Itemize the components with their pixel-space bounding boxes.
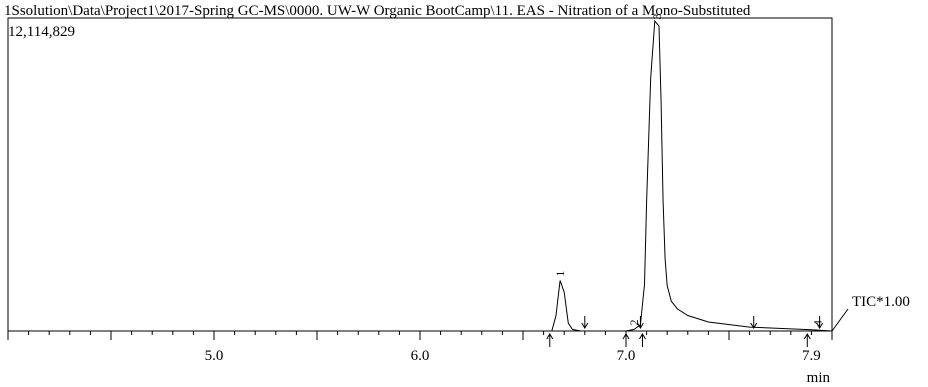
plot-frame xyxy=(7,17,833,332)
trace-label-leader xyxy=(831,308,849,332)
x-axis-unit-label: min xyxy=(807,370,831,386)
y-max-label: 12,114,829 xyxy=(8,24,75,40)
x-tick-label: 7.9 xyxy=(802,348,821,364)
integration-marker xyxy=(546,333,554,347)
peak-labels: 1 2 3 4 xyxy=(553,14,825,327)
peak-label: 1 xyxy=(553,271,567,277)
integration-marker xyxy=(581,316,589,329)
peak-label: 2 xyxy=(627,319,641,325)
file-path-title: 1Ssolution\Data\Project1\2017-Spring GC-… xyxy=(4,3,751,19)
integration-marker xyxy=(636,316,644,329)
integration-marker xyxy=(816,316,824,329)
integration-marker xyxy=(639,333,646,347)
x-tick-label: 5.0 xyxy=(205,348,224,364)
trace-label: TIC*1.00 xyxy=(852,294,910,310)
integration-markers xyxy=(546,316,824,347)
peak-label: 4 xyxy=(811,320,825,326)
x-tick-label: 7.0 xyxy=(617,348,636,364)
x-tick-label: 6.0 xyxy=(411,348,430,364)
peak-label: 3 xyxy=(650,14,664,20)
integration-marker xyxy=(622,333,630,347)
integration-marker xyxy=(750,316,758,329)
x-axis-tick-labels: 5.0 6.0 7.0 7.9 xyxy=(205,348,821,364)
x-axis-ticks xyxy=(7,331,833,340)
integration-marker xyxy=(803,333,811,347)
tic-trace-line xyxy=(8,19,833,332)
